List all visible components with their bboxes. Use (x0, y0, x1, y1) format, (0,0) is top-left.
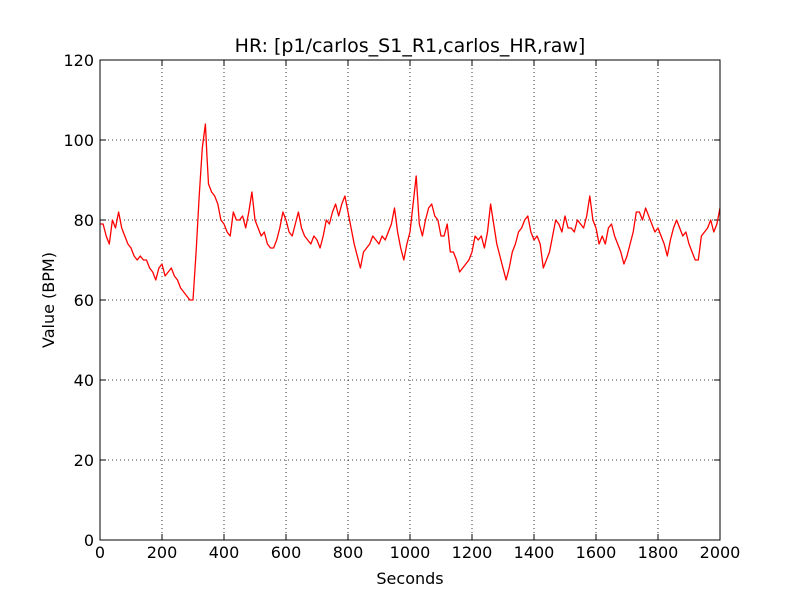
plot-frame (99, 59, 721, 541)
y-tick-label: 20 (74, 451, 94, 470)
x-tick-label: 800 (333, 543, 364, 562)
x-tick-label: 1000 (390, 543, 431, 562)
x-tick-label: 200 (147, 543, 178, 562)
x-tick-label: 600 (271, 543, 302, 562)
y-tick-label: 100 (63, 131, 94, 150)
x-tick-label: 0 (95, 543, 105, 562)
x-tick-label: 1400 (514, 543, 555, 562)
y-tick-label: 60 (74, 291, 94, 310)
y-axis-label: Value (BPM) (39, 252, 58, 348)
x-tick-label: 400 (209, 543, 240, 562)
x-axis-label: Seconds (376, 569, 443, 588)
y-tick-label: 0 (84, 531, 94, 550)
x-tick-label: 1200 (452, 543, 493, 562)
x-tick-label: 2000 (700, 543, 741, 562)
y-tick-label: 120 (63, 51, 94, 70)
y-tick-label: 80 (74, 211, 94, 230)
data-line (100, 123, 721, 301)
y-tick-label: 40 (74, 371, 94, 390)
x-tick-label: 1800 (638, 543, 679, 562)
chart-title: HR: [p1/carlos_S1_R1,carlos_HR,raw] (235, 35, 586, 57)
x-tick-label: 1600 (576, 543, 617, 562)
